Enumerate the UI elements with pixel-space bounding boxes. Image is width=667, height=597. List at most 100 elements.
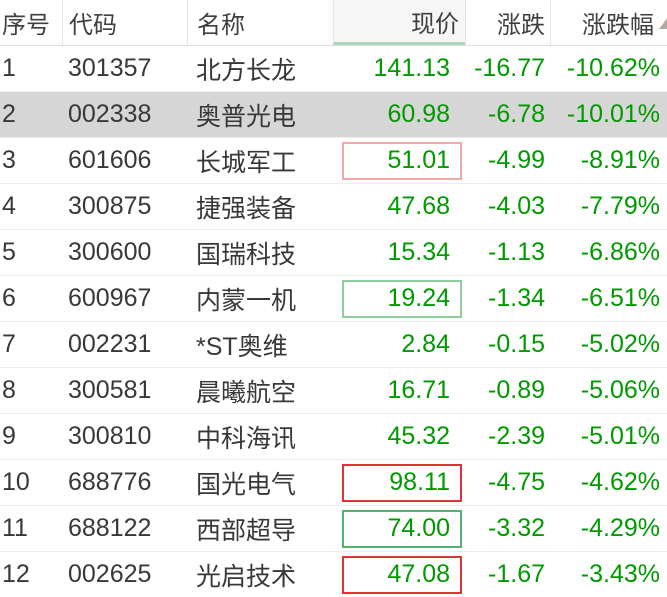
cell-change: -0.15 xyxy=(488,330,545,358)
cell-code: 300581 xyxy=(68,376,152,404)
cell-index: 1 xyxy=(2,54,16,82)
cell-change-pct: -6.86% xyxy=(580,238,660,266)
cell-change: -0.89 xyxy=(488,376,545,404)
cell-code: 002231 xyxy=(68,330,152,358)
cell-change-pct: -6.51% xyxy=(580,284,660,312)
cell-price: 51.01 xyxy=(333,138,465,183)
cell-index: 7 xyxy=(2,330,16,358)
cell-change-pct: -5.01% xyxy=(580,422,660,450)
cell-code: 301357 xyxy=(68,54,152,82)
table-row[interactable]: 5 300600 国瑞科技 15.34 -1.13 -6.86% xyxy=(0,230,667,276)
cell-price: 141.13 xyxy=(333,46,465,91)
table-row[interactable]: 12 002625 光启技术 47.08 -1.67 -3.43% xyxy=(0,552,667,597)
price-box: 51.01 xyxy=(342,141,462,180)
column-header-price[interactable]: 现价 xyxy=(333,0,465,45)
price-value: 45.32 xyxy=(387,422,450,450)
column-header-code[interactable]: 代码 xyxy=(62,0,187,45)
cell-name: 中科海讯 xyxy=(196,424,297,453)
cell-change-pct: -5.06% xyxy=(580,376,660,404)
cell-name: 北方长龙 xyxy=(196,56,297,85)
price-value: 141.13 xyxy=(373,54,450,82)
cell-price: 74.00 xyxy=(333,506,465,551)
column-header-change-pct-label: 涨跌幅 xyxy=(582,12,654,39)
column-header-change-label: 涨跌 xyxy=(497,12,545,39)
table-row[interactable]: 9 300810 中科海讯 45.32 -2.39 -5.01% xyxy=(0,414,667,460)
table-body: 1 301357 北方长龙 141.13 -16.77 -10.62% 2 002338 奥普光… xyxy=(0,46,667,597)
price-box: 74.00 xyxy=(342,509,462,548)
cell-index: 6 xyxy=(2,284,16,312)
cell-name: 奥普光电 xyxy=(196,102,297,131)
column-header-code-label: 代码 xyxy=(69,12,117,39)
table-row[interactable]: 7 002231 *ST奥维 2.84 -0.15 -5.02% xyxy=(0,322,667,368)
cell-change: -1.67 xyxy=(488,560,545,588)
price-box: 19.24 xyxy=(342,279,462,318)
price-box: 98.11 xyxy=(342,463,462,502)
cell-code: 600967 xyxy=(68,284,152,312)
cell-name: 长城军工 xyxy=(196,148,297,177)
price-value: 2.84 xyxy=(401,330,450,358)
column-header-name[interactable]: 名称 xyxy=(187,0,333,45)
cell-change: -3.32 xyxy=(488,514,545,542)
price-value: 16.71 xyxy=(387,376,450,404)
table-row[interactable]: 1 301357 北方长龙 141.13 -16.77 -10.62% xyxy=(0,46,667,92)
column-header-index[interactable]: 序号 xyxy=(0,0,62,45)
price-value: 60.98 xyxy=(387,100,450,128)
cell-index: 12 xyxy=(2,560,30,588)
cell-code: 601606 xyxy=(68,146,152,174)
table-row[interactable]: 6 600967 内蒙一机 19.24 -1.34 -6.51% xyxy=(0,276,667,322)
cell-code: 002625 xyxy=(68,560,152,588)
cell-name: *ST奥维 xyxy=(196,332,288,361)
cell-index: 11 xyxy=(2,514,28,542)
price-value: 15.34 xyxy=(387,238,450,266)
column-header-change-pct[interactable]: 涨跌幅 xyxy=(550,0,667,45)
cell-change: -1.13 xyxy=(488,238,545,266)
table-header-row: 序号 代码 名称 现价 涨跌 涨跌幅 xyxy=(0,0,667,46)
cell-price: 47.68 xyxy=(333,184,465,229)
cell-index: 8 xyxy=(2,376,16,404)
cell-code: 300875 xyxy=(68,192,152,220)
cell-change: -1.34 xyxy=(488,284,545,312)
cell-name: 内蒙一机 xyxy=(196,286,297,315)
cell-change-pct: -10.01% xyxy=(566,100,660,128)
cell-code: 688122 xyxy=(68,514,152,542)
table-row[interactable]: 8 300581 晨曦航空 16.71 -0.89 -5.06% xyxy=(0,368,667,414)
cell-change-pct: -4.29% xyxy=(580,514,660,542)
cell-price: 19.24 xyxy=(333,276,465,321)
table-row[interactable]: 11 688122 西部超导 74.00 -3.32 -4.29% xyxy=(0,506,667,552)
cell-price: 45.32 xyxy=(333,414,465,459)
table-row[interactable]: 4 300875 捷强装备 47.68 -4.03 -7.79% xyxy=(0,184,667,230)
cell-name: 捷强装备 xyxy=(196,194,297,223)
price-box: 47.08 xyxy=(342,555,462,594)
cell-change: -4.03 xyxy=(488,192,545,220)
cell-index: 9 xyxy=(2,422,16,450)
table-row[interactable]: 2 002338 奥普光电 60.98 -6.78 -10.01% xyxy=(0,92,667,138)
cell-price: 60.98 xyxy=(333,92,465,137)
cell-price: 16.71 xyxy=(333,368,465,413)
table-row[interactable]: 10 688776 国光电气 98.11 -4.75 -4.62% xyxy=(0,460,667,506)
cell-name: 光启技术 xyxy=(196,562,297,591)
cell-index: 2 xyxy=(2,100,16,128)
price-value: 47.68 xyxy=(387,192,450,220)
cell-name: 西部超导 xyxy=(196,516,297,545)
table-row[interactable]: 3 601606 长城军工 51.01 -4.99 -8.91% xyxy=(0,138,667,184)
column-header-price-label: 现价 xyxy=(411,10,459,38)
cell-index: 3 xyxy=(2,146,16,174)
cell-price: 15.34 xyxy=(333,230,465,275)
cell-code: 688776 xyxy=(68,468,152,496)
cell-price: 98.11 xyxy=(333,460,465,505)
cell-index: 4 xyxy=(2,192,16,220)
cell-change: -2.39 xyxy=(488,422,545,450)
cell-change-pct: -8.91% xyxy=(580,146,660,174)
cell-change-pct: -7.79% xyxy=(580,192,660,220)
column-header-name-label: 名称 xyxy=(197,12,245,39)
cell-change-pct: -5.02% xyxy=(580,330,660,358)
cell-code: 300600 xyxy=(68,238,152,266)
cell-name: 国光电气 xyxy=(196,470,297,499)
cell-index: 10 xyxy=(2,468,30,496)
cell-change-pct: -4.62% xyxy=(580,468,660,496)
cell-name: 晨曦航空 xyxy=(196,378,297,407)
cell-price: 2.84 xyxy=(333,322,465,367)
column-header-change[interactable]: 涨跌 xyxy=(465,0,550,45)
cell-price: 47.08 xyxy=(333,552,465,597)
